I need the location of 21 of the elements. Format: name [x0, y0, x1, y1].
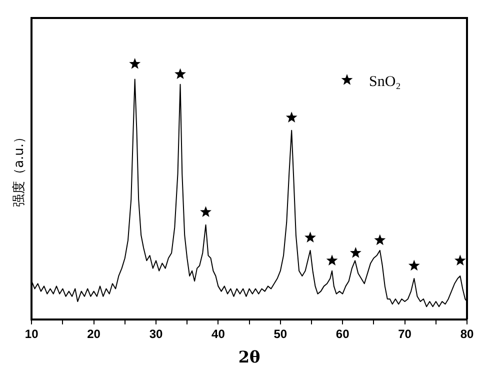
- x-tick-label: 40: [212, 326, 226, 341]
- point: [200, 206, 212, 217]
- point: [350, 246, 362, 258]
- x-tick-label: 20: [87, 326, 101, 341]
- x-tick-label: 60: [336, 326, 350, 341]
- legend-label: SnO₂: [369, 74, 401, 90]
- point: [454, 254, 466, 266]
- point: [129, 58, 141, 69]
- point: [286, 112, 298, 122]
- y-axis-title: 强度（a.u.）: [11, 130, 28, 207]
- x-axis-title: 2θ: [238, 348, 261, 367]
- x-tick-label: 50: [274, 326, 288, 341]
- point: [326, 254, 338, 266]
- point: [174, 68, 186, 80]
- x-tick-label: 30: [149, 326, 163, 341]
- point: [408, 260, 420, 271]
- x-tick-label: 70: [398, 326, 412, 341]
- point: [374, 234, 386, 246]
- point: [304, 232, 316, 243]
- x-tick-label: 80: [460, 326, 474, 341]
- x-tick-label: 10: [24, 326, 39, 341]
